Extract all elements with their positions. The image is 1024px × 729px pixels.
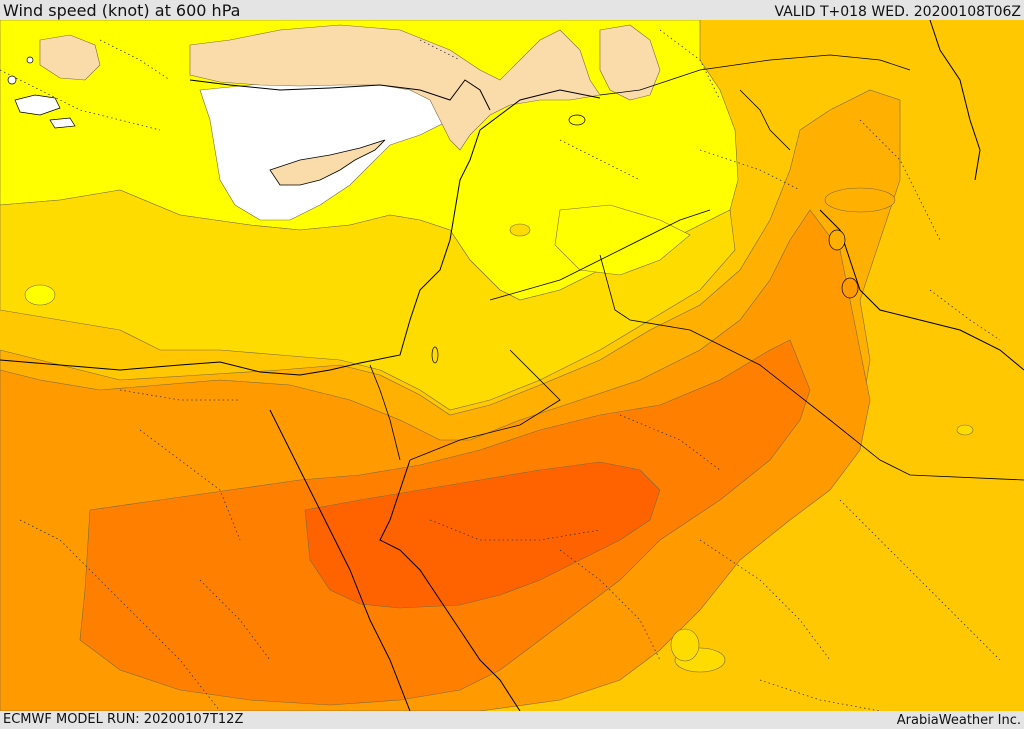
field-patch-5: [956, 424, 974, 436]
footer-bar: ECMWF MODEL RUN: 20200107T12Z ArabiaWeat…: [0, 711, 1024, 729]
header-bar: Wind speed (knot) at 600 hPa VALID T+018…: [0, 0, 1024, 20]
border-6: [739, 89, 791, 151]
credit: ArabiaWeather Inc.: [896, 713, 1021, 728]
lake-3: [841, 277, 859, 299]
border-2: [599, 254, 1024, 481]
border-3: [409, 349, 561, 461]
field-patch-6: [824, 187, 896, 213]
islands-aegean: [7, 56, 76, 129]
land-cyprus: [269, 139, 386, 186]
field-patch-4: [509, 223, 531, 237]
land-tan-east: [599, 24, 661, 101]
admin-boundaries: [0, 29, 1001, 711]
wind-speed-map[interactable]: [0, 20, 1024, 711]
land-tan-north: [189, 24, 601, 151]
field-red-orange: [304, 461, 661, 609]
lake-1: [568, 114, 586, 126]
border-5: [599, 54, 911, 96]
coastline-levant: [0, 89, 601, 376]
coastline-turkey: [189, 79, 491, 111]
lake-4: [431, 346, 439, 364]
coastline-caspian: [929, 20, 981, 181]
field-yellow-patch: [554, 204, 691, 276]
map-title: Wind speed (knot) at 600 hPa: [3, 1, 241, 20]
field-gold: [0, 189, 736, 411]
coastline-red-sea: [269, 409, 411, 711]
field-patch-1: [24, 284, 56, 306]
border-4: [369, 364, 401, 461]
model-run: ECMWF MODEL RUN: 20200107T12Z: [3, 712, 244, 727]
land-tan-west: [39, 34, 101, 81]
lake-2: [828, 229, 846, 251]
valid-time: VALID T+018 WED. 20200108T06Z: [774, 4, 1021, 20]
coastline-red-sea-east: [379, 459, 521, 711]
map-canvas: [0, 20, 1024, 711]
border-1: [489, 209, 711, 301]
field-patch-3: [670, 628, 700, 662]
